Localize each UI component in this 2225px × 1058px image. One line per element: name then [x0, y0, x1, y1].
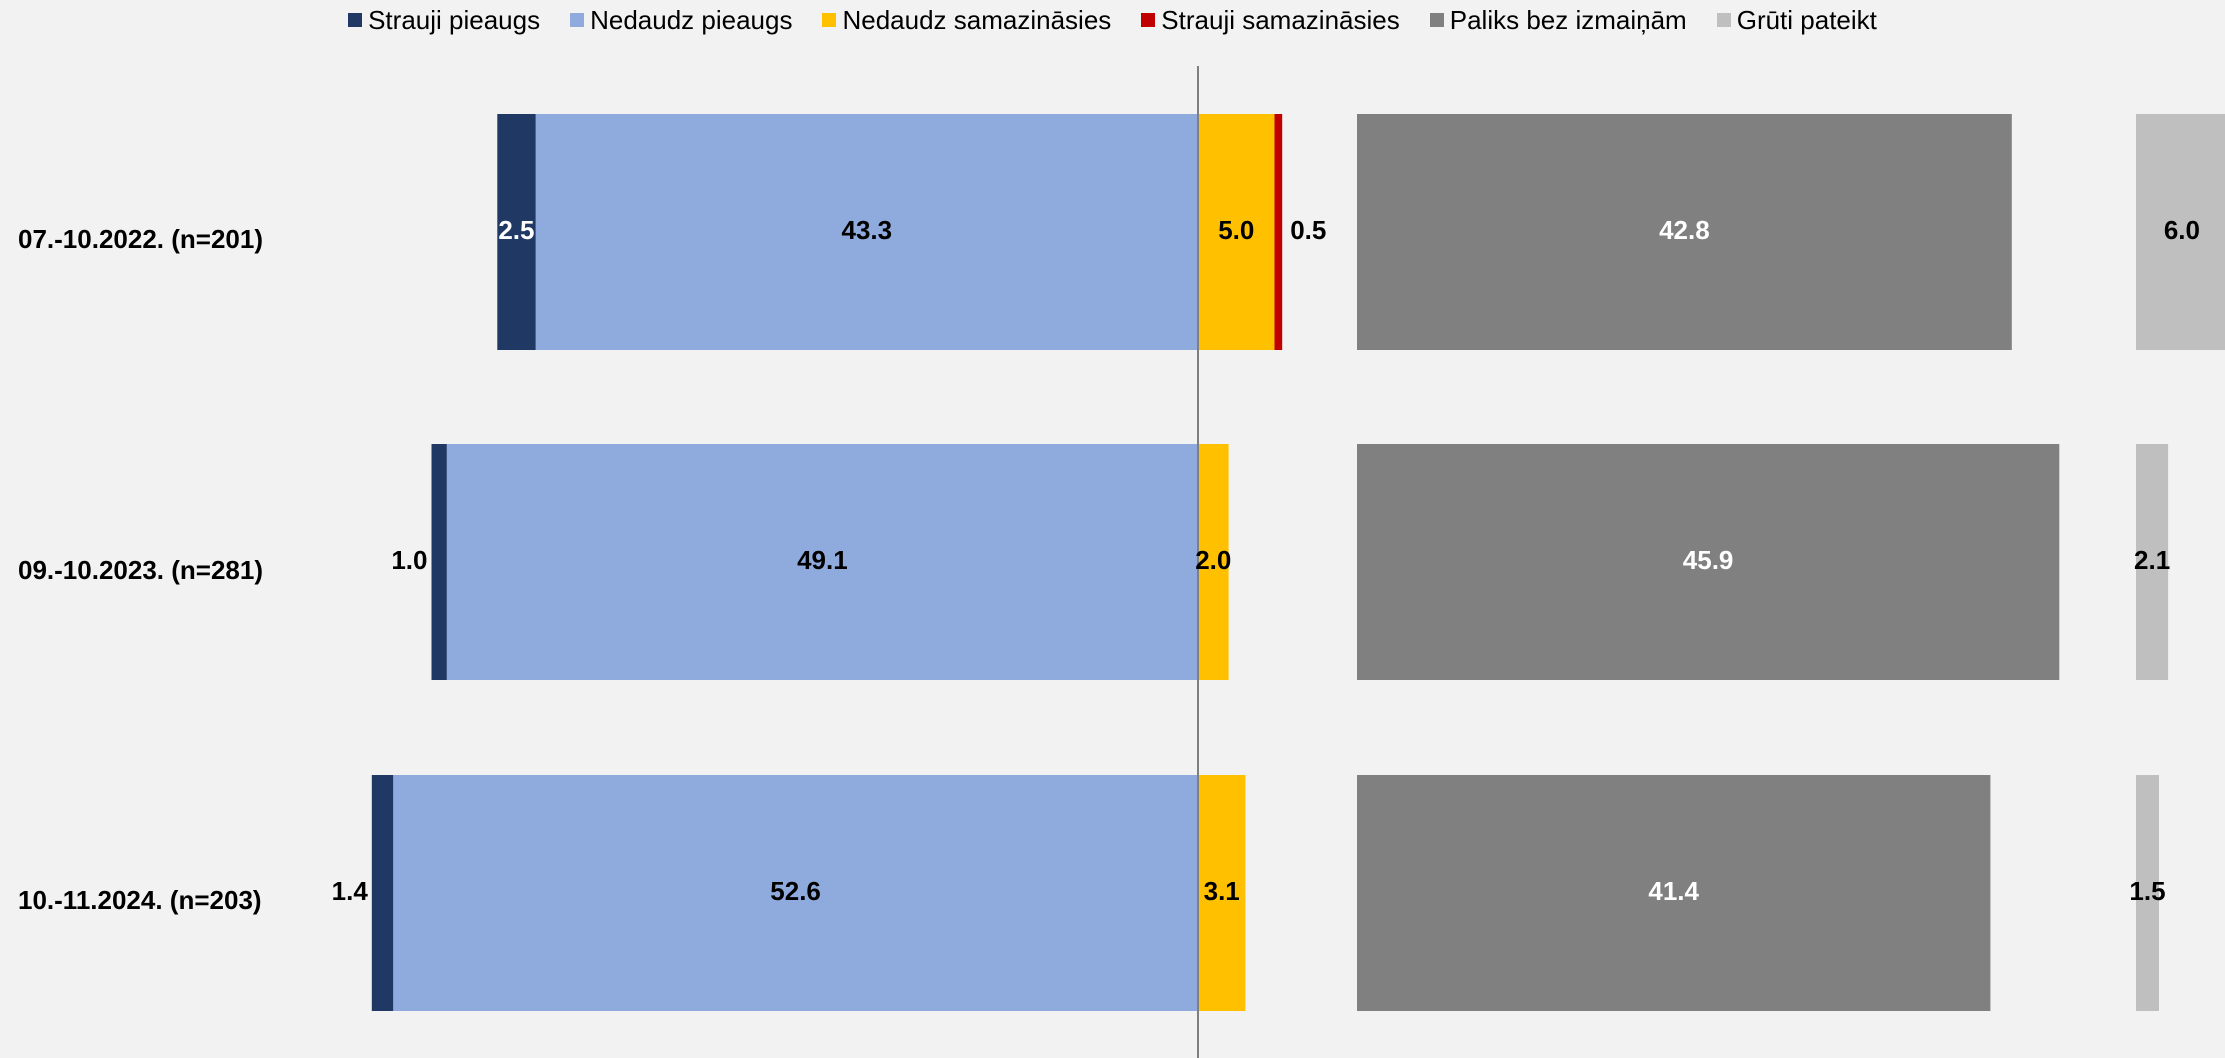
label-paliks-bez-izmainam-2024: 41.4 [1648, 876, 1699, 906]
legend-item-strauji-samazinasies: Strauji samazināsies [1141, 4, 1400, 36]
bar-paliks-bez-izmainam-2024 [1357, 775, 1991, 1011]
label-strauji-pieaugs-2023: 1.0 [391, 545, 427, 575]
label-strauji-samazinasies-2022: 0.5 [1290, 215, 1326, 245]
bar-strauji-samazinasies-2022 [1274, 114, 1283, 350]
label-nedaudz-samazinasies-2022: 5.0 [1218, 215, 1254, 245]
legend: Strauji pieaugs Nedaudz pieaugs Nedaudz … [0, 0, 2225, 40]
legend-item-strauji-pieaugs: Strauji pieaugs [348, 5, 540, 36]
category-label-2022: 07.-10.2022. (n=201) [18, 224, 263, 254]
category-label-2024: 10.-11.2024. (n=203) [18, 885, 262, 915]
label-gruti-pateikt-2023: 2.1 [2134, 545, 2170, 575]
bar-nedaudz-pieaugs-2022 [535, 114, 1198, 350]
legend-label-strauji-pieaugs: Strauji pieaugs [368, 4, 541, 35]
bar-strauji-pieaugs-2024 [371, 775, 394, 1011]
legend-label-nedaudz-pieaugs: Nedaudz pieaugs [590, 4, 793, 35]
legend-label-paliks-bez-izmainam: Paliks bez izmaiņām [1449, 4, 1687, 35]
bar-nedaudz-samazinasies-2023 [1198, 444, 1229, 680]
label-nedaudz-samazinasies-2023: 2.0 [1195, 545, 1231, 575]
bar-nedaudz-pieaugs-2023 [446, 444, 1198, 680]
bar-paliks-bez-izmainam-2023 [1357, 444, 2060, 680]
label-nedaudz-pieaugs-2022: 43.3 [841, 215, 892, 245]
legend-swatch-paliks-bez-izmainam [1429, 13, 1444, 27]
bars [371, 114, 2225, 1011]
bar-strauji-pieaugs-2023 [431, 444, 447, 680]
legend-label-strauji-samazinasies: Strauji samazināsies [1161, 4, 1400, 35]
label-nedaudz-samazinasies-2024: 3.1 [1204, 876, 1240, 906]
legend-swatch-strauji-samazinasies [1141, 13, 1156, 27]
category-label-2023: 09.-10.2023. (n=281) [18, 555, 263, 585]
legend-item-nedaudz-pieaugs: Nedaudz pieaugs [570, 5, 792, 36]
label-paliks-bez-izmainam-2022: 42.8 [1659, 215, 1710, 245]
legend-swatch-strauji-pieaugs [348, 13, 363, 27]
bar-nedaudz-pieaugs-2024 [393, 775, 1198, 1011]
data-labels: 2.5 43.3 5.0 0.5 42.8 6.0 1.0 49.1 2.0 45.9 2.1 1.4… [332, 215, 2200, 906]
bar-strauji-pieaugs-2022 [497, 114, 536, 350]
bar-paliks-bez-izmainam-2022 [1357, 114, 2012, 350]
legend-swatch-gruti-pateikt [1716, 13, 1731, 27]
bar-gruti-pateikt-2023 [2136, 444, 2169, 680]
label-strauji-pieaugs-2022: 2.5 [498, 215, 534, 245]
bar-nedaudz-samazinasies-2022 [1198, 114, 1275, 350]
bar-gruti-pateikt-2022 [2136, 114, 2225, 350]
legend-swatch-nedaudz-samazinasies [822, 13, 837, 27]
label-gruti-pateikt-2024: 1.5 [2129, 876, 2165, 906]
category-labels: 07.-10.2022. (n=201) 09.-10.2023. (n=281… [18, 224, 263, 915]
bar-gruti-pateikt-2024 [2136, 775, 2159, 1011]
legend-swatch-nedaudz-pieaugs [570, 13, 585, 27]
legend-item-nedaudz-samazinasies: Nedaudz samazināsies [822, 5, 1111, 36]
label-nedaudz-pieaugs-2023: 49.1 [797, 545, 848, 575]
legend-item-paliks-bez-izmainam: Paliks bez izmaiņām [1429, 4, 1687, 36]
legend-item-gruti-pateikt: Grūti pateikt [1716, 4, 1877, 36]
label-strauji-pieaugs-2024: 1.4 [332, 876, 369, 906]
legend-label-gruti-pateikt: Grūti pateikt [1736, 4, 1877, 35]
legend-label-nedaudz-samazinasies: Nedaudz samazināsies [842, 4, 1112, 35]
label-nedaudz-pieaugs-2024: 52.6 [770, 876, 821, 906]
label-gruti-pateikt-2022: 6.0 [2164, 215, 2200, 245]
bar-nedaudz-samazinasies-2024 [1198, 775, 1246, 1011]
label-paliks-bez-izmainam-2023: 45.9 [1683, 545, 1734, 575]
